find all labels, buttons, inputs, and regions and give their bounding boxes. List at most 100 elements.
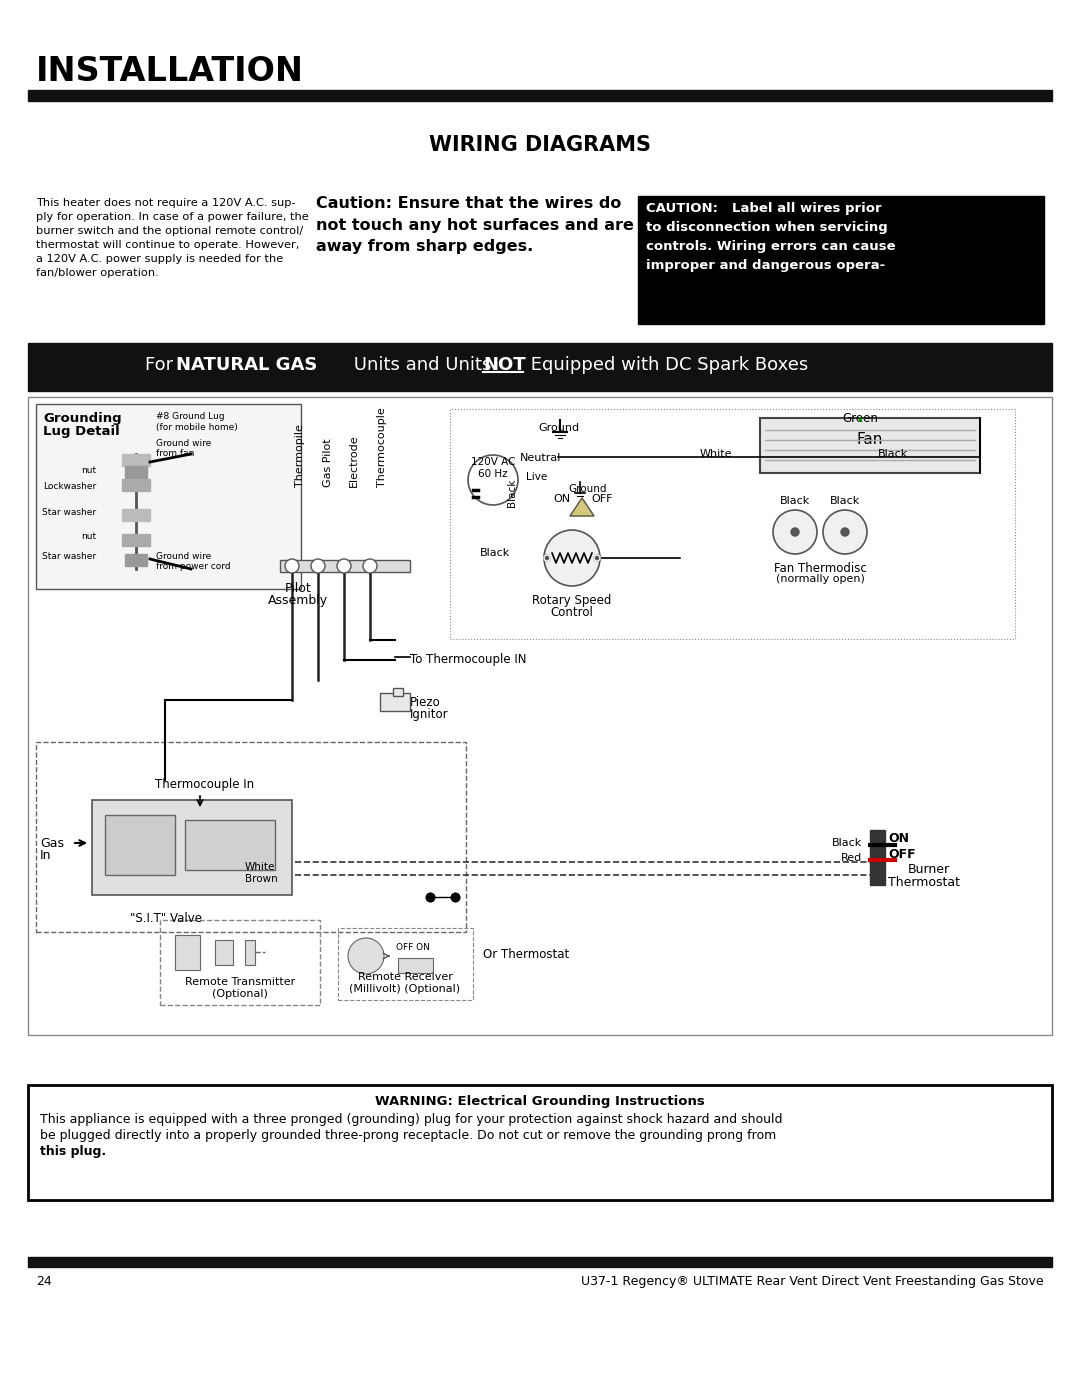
Text: OFF ON: OFF ON	[396, 943, 430, 951]
Text: Pilot: Pilot	[285, 583, 311, 595]
Circle shape	[791, 528, 799, 536]
Bar	[338, 928, 473, 1000]
Bar	[28, 1257, 1052, 1267]
Text: Black: Black	[829, 496, 860, 506]
Text: be plugged directly into a properly grounded three-prong receptacle. Do not cut : be plugged directly into a properly grou…	[40, 1129, 777, 1141]
Circle shape	[773, 510, 816, 555]
Text: Thermostat: Thermostat	[888, 876, 960, 888]
Text: this plug.: this plug.	[40, 1146, 106, 1158]
Circle shape	[841, 528, 849, 536]
Text: Black: Black	[480, 548, 510, 557]
Bar	[28, 89, 1052, 101]
Text: Black: Black	[507, 479, 517, 507]
Text: Lug Detail: Lug Detail	[43, 425, 120, 439]
Bar	[870, 830, 885, 886]
Bar	[122, 479, 150, 490]
Text: Fan Thermodisc: Fan Thermodisc	[773, 562, 866, 576]
Text: OFF: OFF	[888, 848, 916, 861]
Text: Ground: Ground	[568, 483, 607, 495]
Bar	[380, 693, 410, 711]
Text: This appliance is equipped with a three pronged (grounding) plug for your protec: This appliance is equipped with a three …	[40, 1113, 783, 1126]
Text: Gas Pilot: Gas Pilot	[323, 439, 333, 488]
Text: (for mobile home): (for mobile home)	[156, 423, 238, 432]
Text: Gas: Gas	[40, 837, 64, 849]
Text: In: In	[40, 849, 52, 862]
Circle shape	[594, 555, 600, 562]
Bar	[28, 1085, 1052, 1200]
Text: Grounding: Grounding	[43, 412, 122, 425]
Bar	[122, 509, 150, 521]
Text: For: For	[145, 356, 179, 374]
Circle shape	[348, 937, 384, 974]
Text: Assembly: Assembly	[268, 594, 328, 608]
Text: Remote Receiver: Remote Receiver	[357, 972, 453, 982]
Text: ON: ON	[888, 833, 909, 845]
Text: Green: Green	[842, 412, 878, 425]
Text: "S.I.T" Valve: "S.I.T" Valve	[130, 912, 202, 925]
Text: NATURAL GAS: NATURAL GAS	[176, 356, 318, 374]
Bar	[122, 454, 150, 467]
Circle shape	[285, 559, 299, 573]
Circle shape	[544, 529, 600, 585]
Text: Electrode: Electrode	[349, 434, 359, 488]
Text: Black: Black	[780, 496, 810, 506]
Text: Or Thermostat: Or Thermostat	[483, 949, 569, 961]
Text: Live: Live	[526, 472, 548, 482]
Bar	[28, 344, 1052, 391]
Text: Remote Transmitter: Remote Transmitter	[185, 977, 295, 988]
Text: Thermocouple: Thermocouple	[377, 408, 387, 488]
Text: Star washer: Star washer	[42, 509, 96, 517]
Text: Rotary Speed: Rotary Speed	[532, 594, 611, 608]
Bar	[92, 800, 292, 895]
Bar	[450, 409, 1015, 638]
Text: Ground: Ground	[538, 423, 579, 433]
Text: #8 Ground Lug: #8 Ground Lug	[156, 412, 225, 420]
Bar	[393, 687, 403, 696]
Bar	[638, 196, 1044, 324]
Bar	[122, 534, 150, 546]
Text: Lockwasher: Lockwasher	[43, 482, 96, 490]
Text: WIRING DIAGRAMS: WIRING DIAGRAMS	[429, 136, 651, 155]
Text: 120V AC: 120V AC	[471, 457, 515, 467]
Circle shape	[363, 559, 377, 573]
Text: Burner: Burner	[908, 863, 950, 876]
Text: Ignitor: Ignitor	[410, 708, 448, 721]
Bar	[215, 940, 233, 965]
Bar	[185, 820, 275, 870]
Circle shape	[544, 555, 550, 562]
Text: Thermocouple In: Thermocouple In	[156, 778, 254, 791]
Polygon shape	[570, 497, 594, 515]
Text: INSTALLATION: INSTALLATION	[36, 54, 303, 88]
Bar	[160, 921, 320, 1004]
Text: from fan: from fan	[156, 448, 194, 458]
Text: (Optional): (Optional)	[212, 989, 268, 999]
Bar	[280, 560, 410, 571]
Bar	[245, 940, 255, 965]
Bar	[36, 404, 301, 590]
Circle shape	[823, 510, 867, 555]
Text: WARNING: Electrical Grounding Instructions: WARNING: Electrical Grounding Instructio…	[375, 1095, 705, 1108]
Text: 24: 24	[36, 1275, 52, 1288]
Bar	[760, 418, 980, 474]
Text: White: White	[700, 448, 732, 460]
Text: Thermopile: Thermopile	[295, 425, 305, 488]
Text: CAUTION:   Label all wires prior
to disconnection when servicing
controls. Wirin: CAUTION: Label all wires prior to discon…	[646, 203, 895, 272]
Text: 60 Hz: 60 Hz	[478, 469, 508, 479]
Text: Control: Control	[551, 606, 593, 619]
Circle shape	[337, 559, 351, 573]
Bar	[399, 958, 433, 972]
Text: Star washer: Star washer	[42, 552, 96, 562]
Text: Piezo: Piezo	[410, 696, 441, 710]
Bar	[36, 742, 465, 932]
Text: Neutral: Neutral	[519, 453, 562, 462]
Text: NOT: NOT	[483, 356, 526, 374]
Bar	[175, 935, 200, 970]
Text: from power cord: from power cord	[156, 562, 231, 571]
Text: Caution: Ensure that the wires do
not touch any hot surfaces and are
away from s: Caution: Ensure that the wires do not to…	[316, 196, 634, 254]
Bar	[125, 467, 147, 478]
Text: Equipped with DC Spark Boxes: Equipped with DC Spark Boxes	[525, 356, 808, 374]
Text: U37-1 Regency® ULTIMATE Rear Vent Direct Vent Freestanding Gas Stove: U37-1 Regency® ULTIMATE Rear Vent Direct…	[581, 1275, 1044, 1288]
Text: Ground wire: Ground wire	[156, 552, 212, 562]
Text: White: White	[245, 862, 275, 872]
Text: Units and Units: Units and Units	[348, 356, 497, 374]
